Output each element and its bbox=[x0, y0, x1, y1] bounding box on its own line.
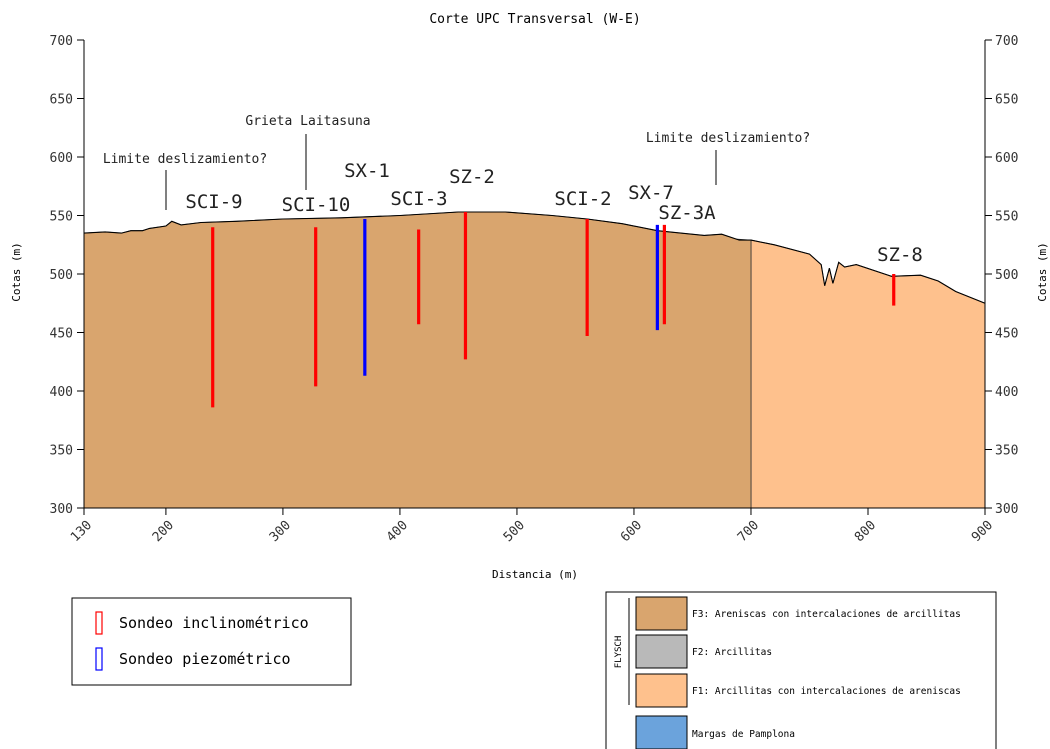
swatch-f3 bbox=[635, 596, 688, 631]
borehole-label-sx-7: SX-7 bbox=[628, 182, 674, 204]
y-tick-label-left: 650 bbox=[50, 93, 73, 108]
y-axis-label-right: Cotas (m) bbox=[1036, 242, 1049, 302]
plot-area: 300 300 350 350 400 400 450 450 500 500 550 550 600 6… bbox=[50, 34, 1019, 545]
y-tick-label-left: 450 bbox=[50, 327, 73, 342]
x-tick-label: 600 bbox=[618, 518, 645, 545]
annotation-label: Limite deslizamiento? bbox=[646, 131, 810, 146]
x-tick-label: 400 bbox=[384, 518, 411, 545]
x-tick-label: 500 bbox=[501, 518, 528, 545]
annotation-label: Grieta Laitasuna bbox=[245, 114, 370, 129]
piezometric-swatch bbox=[95, 647, 103, 671]
borehole-label-sz-3a: SZ-3A bbox=[658, 202, 716, 224]
x-tick-label: 900 bbox=[969, 518, 996, 545]
y-tick-label-right: 500 bbox=[995, 268, 1018, 283]
chart-title: Corte UPC Transversal (W-E) bbox=[429, 12, 640, 27]
swatch-f1 bbox=[635, 673, 688, 708]
x-tick-label: 800 bbox=[852, 518, 879, 545]
y-tick-label-right: 400 bbox=[995, 385, 1018, 400]
borehole-label-sx-1: SX-1 bbox=[344, 160, 390, 182]
legend-margas-label: Margas de Pamplona bbox=[692, 729, 795, 740]
x-axis-label: Distancia (m) bbox=[492, 568, 578, 581]
borehole-legend: Sondeo inclinométrico Sondeo piezométric… bbox=[71, 597, 352, 686]
borehole-label-sci-2: SCI-2 bbox=[554, 188, 611, 210]
y-tick-label-left: 550 bbox=[50, 210, 73, 225]
y-tick-label-left: 400 bbox=[50, 385, 73, 400]
borehole-label-sci-3: SCI-3 bbox=[390, 188, 447, 210]
x-tick-label: 300 bbox=[267, 518, 294, 545]
y-tick-label-left: 350 bbox=[50, 444, 73, 459]
legend-f1-label: F1: Arcillitas con intercalaciones de ar… bbox=[692, 686, 961, 697]
swatch-margas bbox=[635, 715, 688, 749]
flysch-group-label: FLYSCH bbox=[614, 636, 624, 669]
y-tick-label-right: 350 bbox=[995, 444, 1018, 459]
x-tick-label: 200 bbox=[150, 518, 177, 545]
units-legend: FLYSCH F3: Areniscas con intercalaciones… bbox=[605, 591, 997, 749]
y-tick-label-left: 700 bbox=[50, 34, 73, 49]
y-tick-label-left: 500 bbox=[50, 268, 73, 283]
legend-piezometric-label: Sondeo piezométrico bbox=[119, 650, 291, 668]
x-tick-label: 700 bbox=[735, 518, 762, 545]
borehole-label-sz-8: SZ-8 bbox=[877, 244, 923, 266]
legend-f3-label: F3: Areniscas con intercalaciones de arc… bbox=[692, 609, 961, 620]
borehole-label-sci-10: SCI-10 bbox=[282, 194, 351, 216]
x-tick-label: 130 bbox=[68, 518, 95, 545]
legend-f2-label: F2: Arcillitas bbox=[692, 647, 772, 658]
y-tick-label-right: 650 bbox=[995, 93, 1018, 108]
annotation-label: Limite deslizamiento? bbox=[103, 152, 267, 167]
inclinometric-swatch bbox=[95, 611, 103, 635]
swatch-f2 bbox=[635, 634, 688, 669]
borehole-label-sz-2: SZ-2 bbox=[449, 166, 495, 188]
y-tick-label-right: 300 bbox=[995, 502, 1018, 517]
y-tick-label-right: 600 bbox=[995, 151, 1018, 166]
legend-inclinometric-label: Sondeo inclinométrico bbox=[119, 614, 309, 632]
y-tick-label-right: 550 bbox=[995, 210, 1018, 225]
borehole-label-sci-9: SCI-9 bbox=[185, 191, 242, 213]
y-axis-label-left: Cotas (m) bbox=[10, 242, 23, 302]
y-tick-label-left: 600 bbox=[50, 151, 73, 166]
y-tick-label-right: 450 bbox=[995, 327, 1018, 342]
y-tick-label-left: 300 bbox=[50, 502, 73, 517]
y-tick-label-right: 700 bbox=[995, 34, 1018, 49]
